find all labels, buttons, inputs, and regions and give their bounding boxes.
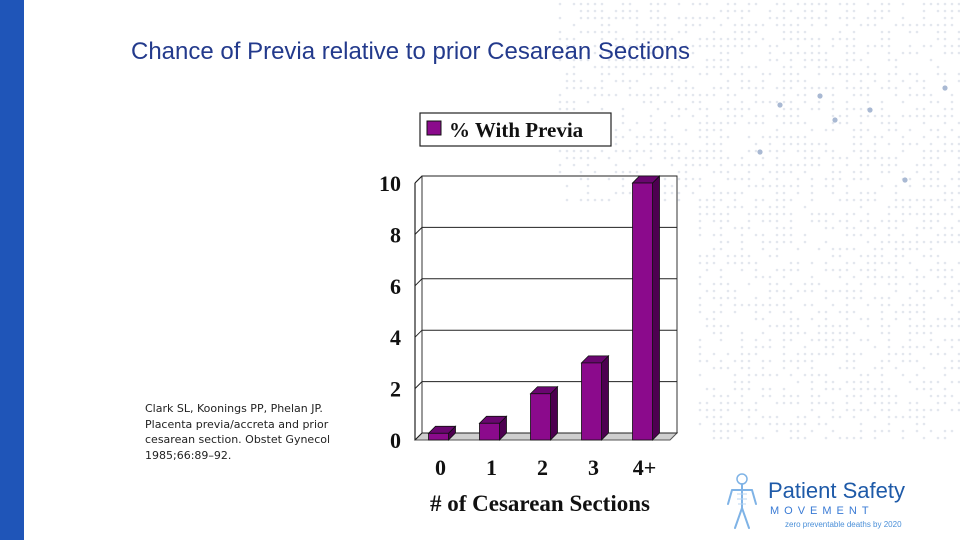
logo-subtitle: MOVEMENT (770, 505, 874, 517)
gridline-10 (414, 175, 677, 184)
accent-bar (0, 0, 24, 540)
x-tick-label-1: 1 (486, 455, 497, 480)
legend-label: % With Previa (449, 118, 584, 142)
logo-name: Patient Safety (768, 478, 905, 503)
bar-1 (478, 415, 508, 441)
y-tick-label-6: 6 (390, 274, 401, 299)
x-tick-label-3: 3 (588, 455, 599, 480)
y-tick-label-4: 4 (390, 325, 401, 350)
logo-tagline: zero preventable deaths by 2020 (785, 520, 902, 529)
gridline-4 (414, 329, 677, 338)
citation-text: Clark SL, Koonings PP, Phelan JP. Placen… (145, 402, 331, 462)
bar-2 (529, 385, 559, 441)
x-tick-label-4+: 4+ (633, 455, 657, 480)
bar-0 (427, 425, 457, 441)
human-figure-icon (727, 473, 757, 529)
bar-3 (580, 354, 610, 441)
bar-4+ (631, 175, 661, 441)
gridline-8 (414, 226, 677, 235)
gridline-6 (414, 278, 677, 287)
legend-swatch (426, 120, 442, 136)
y-tick-label-0: 0 (390, 428, 401, 453)
y-tick-label-10: 10 (379, 171, 401, 196)
chart-legend: % With Previa (419, 112, 612, 147)
x-tick-label-2: 2 (537, 455, 548, 480)
x-axis-title: # of Cesarean Sections (430, 491, 650, 516)
bar-chart: % With Previa 0 2 4 6 8 10 0 1 2 3 4+ # of Cesarean … (379, 112, 679, 516)
y-tick-label-2: 2 (390, 377, 401, 402)
slide-title: Chance of Previa relative to prior Cesar… (131, 38, 690, 65)
legend-box (419, 112, 612, 147)
x-tick-label-0: 0 (435, 455, 446, 480)
patient-safety-logo: Patient Safety MOVEMENT zero preventable… (716, 470, 946, 532)
y-tick-label-8: 8 (390, 222, 401, 247)
